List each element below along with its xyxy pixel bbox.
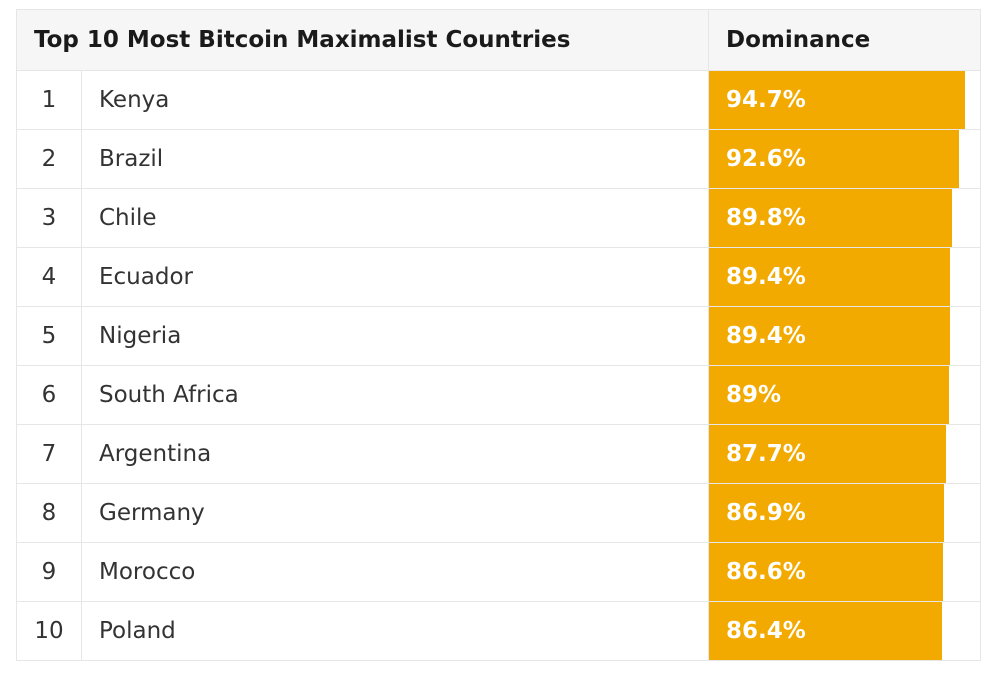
dominance-value-label: 89.4% [726, 323, 806, 349]
dominance-bar [709, 248, 950, 306]
dominance-cell: 89.4% [709, 248, 980, 306]
table-row: 2 Brazil 92.6% [17, 129, 980, 188]
rank-cell: 5 [17, 307, 82, 365]
dominance-cell: 92.6% [709, 130, 980, 188]
dominance-value-label: 89% [726, 382, 782, 408]
country-cell: South Africa [82, 366, 709, 424]
country-cell: Brazil [82, 130, 709, 188]
rank-cell: 7 [17, 425, 82, 483]
table-row: 7 Argentina 87.7% [17, 424, 980, 483]
rank-cell: 10 [17, 602, 82, 660]
rank-cell: 6 [17, 366, 82, 424]
dominance-value-label: 94.7% [726, 87, 806, 113]
rank-cell: 8 [17, 484, 82, 542]
dominance-bar [709, 543, 943, 601]
table-title: Top 10 Most Bitcoin Maximalist Countries [17, 10, 709, 70]
table-row: 5 Nigeria 89.4% [17, 306, 980, 365]
ranking-table: Top 10 Most Bitcoin Maximalist Countries… [16, 9, 981, 661]
dominance-cell: 94.7% [709, 71, 980, 129]
country-cell: Germany [82, 484, 709, 542]
dominance-value-label: 87.7% [726, 441, 806, 467]
dominance-bar [709, 366, 949, 424]
table-row: 8 Germany 86.9% [17, 483, 980, 542]
table-row: 3 Chile 89.8% [17, 188, 980, 247]
rank-cell: 4 [17, 248, 82, 306]
table-row: 10 Poland 86.4% [17, 601, 980, 660]
dominance-cell: 86.6% [709, 543, 980, 601]
dominance-value-label: 86.9% [726, 500, 806, 526]
country-cell: Chile [82, 189, 709, 247]
dominance-cell: 87.7% [709, 425, 980, 483]
country-cell: Poland [82, 602, 709, 660]
rank-cell: 9 [17, 543, 82, 601]
rank-cell: 2 [17, 130, 82, 188]
dominance-bar [709, 130, 959, 188]
dominance-cell: 86.9% [709, 484, 980, 542]
dominance-cell: 89.8% [709, 189, 980, 247]
table-body: 1 Kenya 94.7% 2 Brazil 92.6% 3 Chile 89.8% 4 Ecuad… [17, 70, 980, 660]
dominance-bar [709, 189, 952, 247]
country-cell: Nigeria [82, 307, 709, 365]
dominance-value-label: 86.4% [726, 618, 806, 644]
dominance-value-label: 89.8% [726, 205, 806, 231]
dominance-cell: 89% [709, 366, 980, 424]
dominance-cell: 86.4% [709, 602, 980, 660]
country-cell: Kenya [82, 71, 709, 129]
dominance-bar [709, 307, 950, 365]
dominance-bar [709, 425, 946, 483]
rank-cell: 1 [17, 71, 82, 129]
dominance-bar [709, 71, 965, 129]
dominance-value-label: 92.6% [726, 146, 806, 172]
country-cell: Morocco [82, 543, 709, 601]
dominance-bar [709, 484, 944, 542]
country-cell: Ecuador [82, 248, 709, 306]
dominance-value-label: 86.6% [726, 559, 806, 585]
table-row: 1 Kenya 94.7% [17, 70, 980, 129]
dominance-value-label: 89.4% [726, 264, 806, 290]
rank-cell: 3 [17, 189, 82, 247]
table-row: 6 South Africa 89% [17, 365, 980, 424]
dominance-cell: 89.4% [709, 307, 980, 365]
dominance-bar [709, 602, 942, 660]
dominance-column-header: Dominance [726, 27, 871, 53]
table-row: 9 Morocco 86.6% [17, 542, 980, 601]
country-cell: Argentina [82, 425, 709, 483]
table-row: 4 Ecuador 89.4% [17, 247, 980, 306]
table-header: Top 10 Most Bitcoin Maximalist Countries… [17, 10, 980, 70]
